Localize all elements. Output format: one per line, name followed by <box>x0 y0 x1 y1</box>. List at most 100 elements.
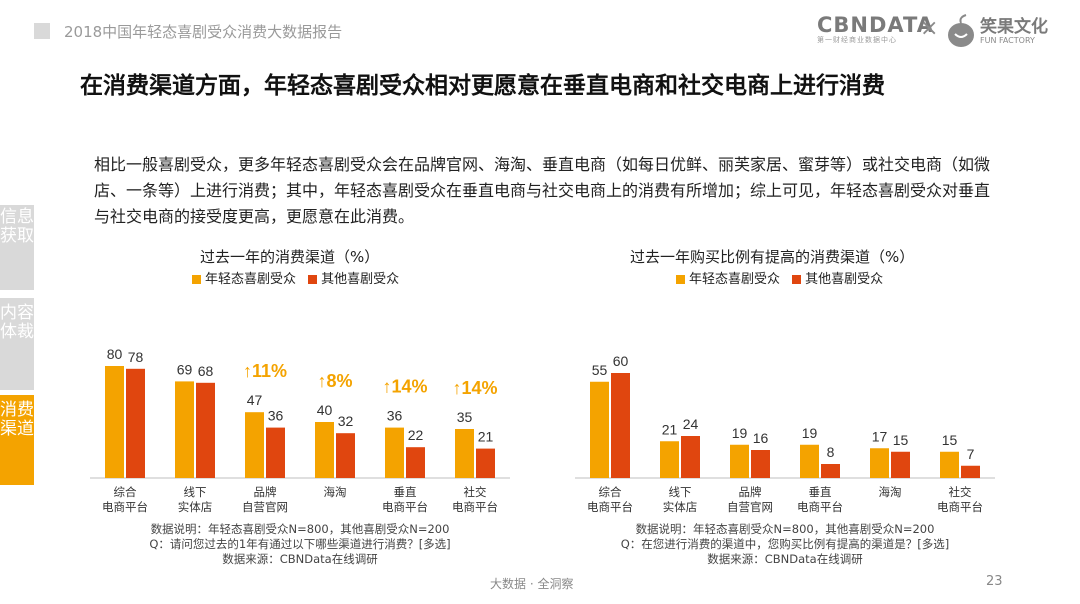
data-label: 19 <box>802 425 818 441</box>
bar-young <box>870 448 889 478</box>
data-label: 80 <box>107 346 123 362</box>
bar-young <box>730 444 749 478</box>
data-label: 35 <box>457 409 473 425</box>
category-label-line: 电商平台 <box>382 500 428 514</box>
category-label: 垂直电商平台 <box>382 485 428 514</box>
bar-other <box>821 464 840 478</box>
bar-other <box>126 368 145 478</box>
chart2-legend: 年轻态喜剧受众 其他喜剧受众 <box>676 268 891 287</box>
bar-other <box>681 436 700 478</box>
chart1-title: 过去一年的消费渠道（%） <box>200 248 380 266</box>
category-label-line: 海淘 <box>879 485 902 499</box>
data-label: 55 <box>592 362 608 378</box>
bar-young <box>455 429 474 478</box>
chart1-note-sample: 数据说明：年轻态喜剧受众N=800，其他喜剧受众N=200 <box>150 522 450 536</box>
category-label-line: 品牌 <box>739 485 762 499</box>
category-label-line: 实体店 <box>178 500 213 514</box>
increase-annotation: ↑14% <box>452 378 497 398</box>
category-label-line: 社交 <box>464 485 487 499</box>
data-label: 17 <box>872 428 888 444</box>
header-marker <box>34 23 50 39</box>
bar-young <box>590 381 609 478</box>
category-label-line: 电商平台 <box>797 500 843 514</box>
sidebar-tab-label: 消费渠道 <box>0 400 34 439</box>
bar-other <box>476 448 495 478</box>
chart2-note-question: Q：在您进行消费的渠道中，您购买比例有提高的渠道是？[多选] <box>620 537 950 551</box>
category-label-line: 综合 <box>114 485 137 499</box>
category-label: 垂直电商平台 <box>797 485 843 514</box>
chart2-notes: 数据说明：年轻态喜剧受众N=800，其他喜剧受众N=200 Q：在您进行消费的渠… <box>585 522 985 567</box>
category-label-line: 社交 <box>949 485 972 499</box>
bar-other <box>266 427 285 478</box>
data-label: 15 <box>893 432 909 448</box>
category-label: 海淘 <box>324 485 347 499</box>
category-label-line: 电商平台 <box>587 500 633 514</box>
fruit-icon <box>948 14 974 47</box>
data-label: 7 <box>967 446 975 462</box>
category-label-line: 电商平台 <box>452 500 498 514</box>
legend-other-label: 其他喜剧受众 <box>805 272 884 287</box>
brand-name: CBNDATA <box>817 13 934 37</box>
sidebar-tab-content[interactable]: 内容体裁 <box>0 298 34 390</box>
legend-young-swatch <box>192 275 201 284</box>
data-label: 40 <box>317 402 333 418</box>
footer-slogan: 大数据 · 全洞察 <box>490 577 574 591</box>
bar-young <box>245 412 264 478</box>
data-label: 21 <box>478 429 494 445</box>
legend-young: 年轻态喜剧受众 <box>676 272 780 287</box>
category-label: 综合电商平台 <box>587 485 633 514</box>
increase-annotation: ↑8% <box>317 371 352 391</box>
data-label: 68 <box>198 363 214 379</box>
bar-young <box>385 427 404 478</box>
data-label: 32 <box>338 413 354 429</box>
legend-other-swatch <box>792 275 802 284</box>
bar-young <box>660 441 679 478</box>
sidebar-tab-info[interactable]: 信息获取 <box>0 205 34 290</box>
bar-other <box>961 465 980 478</box>
chart2-note-sample: 数据说明：年轻态喜剧受众N=800，其他喜剧受众N=200 <box>635 522 935 536</box>
data-label: 8 <box>827 444 835 460</box>
cbndata-logo: CBNDATA 第一财经商业数据中心 <box>817 13 934 45</box>
sidebar-tab-consumption[interactable]: 消费渠道 <box>0 395 34 485</box>
category-label-line: 海淘 <box>324 485 347 499</box>
category-label-line: 垂直 <box>394 485 417 499</box>
category-label: 社交电商平台 <box>937 485 983 514</box>
category-label-line: 实体店 <box>663 500 698 514</box>
category-label: 社交电商平台 <box>452 485 498 514</box>
category-label: 线下实体店 <box>178 485 213 514</box>
bar-young <box>315 422 334 478</box>
intro-paragraph: 相比一般喜剧受众，更多年轻态喜剧受众会在品牌官网、海淘、垂直电商（如每日优鲜、丽… <box>94 155 991 226</box>
category-label-line: 自营官网 <box>242 500 288 514</box>
chart1-note-source: 数据来源：CBNData在线调研 <box>222 552 378 566</box>
legend-young-label: 年轻态喜剧受众 <box>689 272 781 287</box>
category-label: 线下实体店 <box>663 485 698 514</box>
bar-other <box>611 373 630 478</box>
bar-young <box>175 381 194 478</box>
chart2-plot: 55 60 综合电商平台 21 24 线下实体店 19 16 品牌自营官网 19 8 垂直电商平台 17… <box>575 353 995 514</box>
data-label: 21 <box>662 421 678 437</box>
legend-young: 年轻态喜剧受众 <box>192 272 296 287</box>
page-number: 23 <box>986 574 1003 589</box>
brand-subtitle: 第一财经商业数据中心 <box>817 36 897 44</box>
bar-young <box>105 366 124 478</box>
category-label: 品牌自营官网 <box>242 485 288 514</box>
chart1-plot: 80 78 综合电商平台 69 68 线下实体店 47 36 品牌自营官网 ↑11% 40 32 海淘 ↑… <box>90 346 510 514</box>
logo-separator: × <box>920 16 939 41</box>
bar-other <box>336 433 355 478</box>
category-label-line: 垂直 <box>809 485 832 499</box>
data-label: 24 <box>683 416 699 432</box>
legend-young-swatch <box>676 275 685 284</box>
category-label-line: 线下 <box>669 485 692 499</box>
data-label: 69 <box>177 361 193 377</box>
partner-name: 笑果文化 <box>980 17 1048 37</box>
category-label-line: 品牌 <box>254 485 277 499</box>
category-label-line: 线下 <box>184 485 207 499</box>
increase-annotation: ↑14% <box>382 377 427 397</box>
category-label-line: 综合 <box>599 485 622 499</box>
chart1-note-question: Q：请问您过去的1年有通过以下哪些渠道进行消费？[多选] <box>149 537 451 551</box>
data-label: 19 <box>732 425 748 441</box>
sidebar-tab-label: 内容体裁 <box>0 303 34 342</box>
data-label: 16 <box>753 430 769 446</box>
chart2-note-source: 数据来源：CBNData在线调研 <box>707 552 863 566</box>
bar-young <box>940 451 959 478</box>
